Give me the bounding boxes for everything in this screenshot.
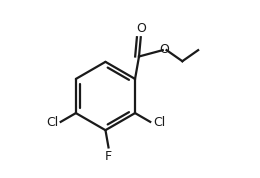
Text: O: O <box>136 22 146 35</box>
Text: O: O <box>159 43 169 56</box>
Text: Cl: Cl <box>153 116 165 129</box>
Text: Cl: Cl <box>46 116 58 129</box>
Text: F: F <box>105 150 112 163</box>
